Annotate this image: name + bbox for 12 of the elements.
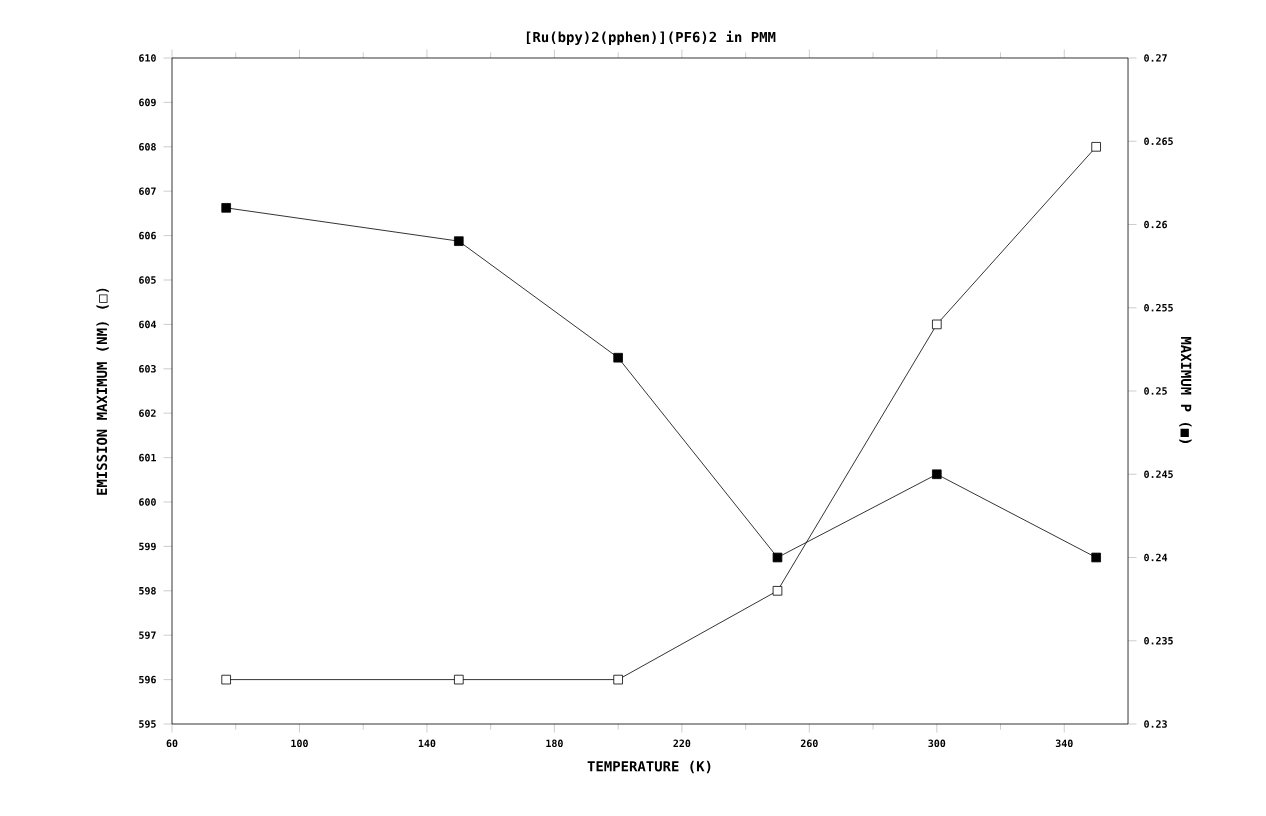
point <box>772 586 783 596</box>
point <box>932 469 942 480</box>
point <box>221 674 231 685</box>
point <box>454 236 464 246</box>
point <box>932 319 942 330</box>
point <box>772 552 783 563</box>
point <box>613 352 623 363</box>
point <box>613 674 623 685</box>
point <box>1091 142 1101 152</box>
point <box>454 674 464 685</box>
point <box>221 203 231 213</box>
point <box>1091 552 1101 563</box>
